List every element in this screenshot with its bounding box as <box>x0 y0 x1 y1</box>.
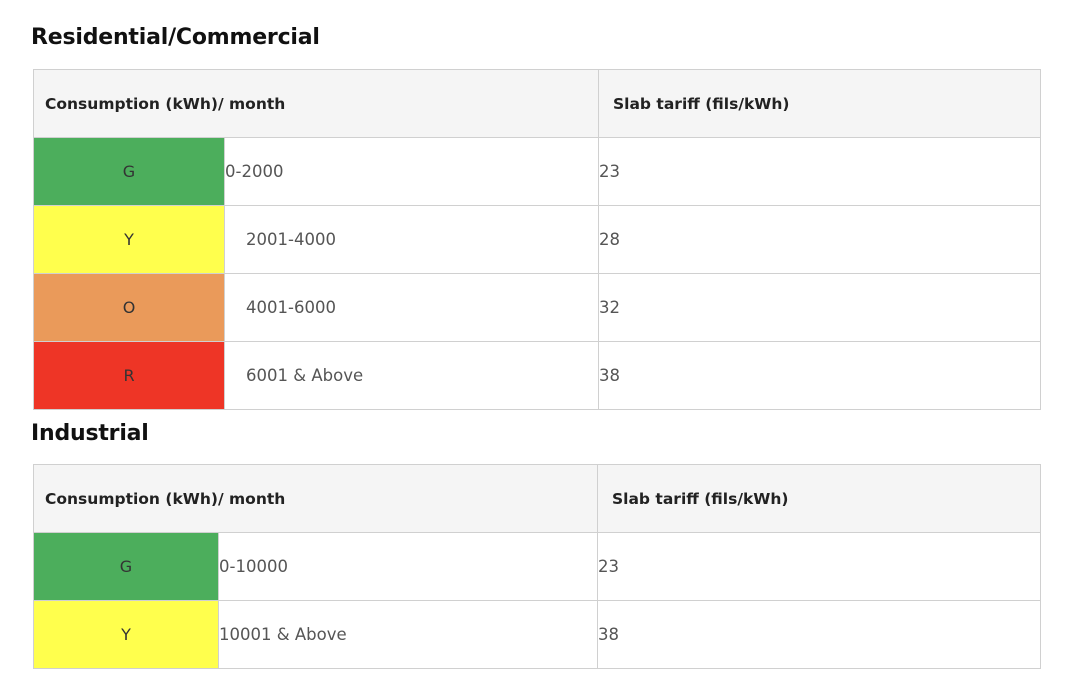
consumption-range-cell: 6001 & Above <box>224 341 599 410</box>
table-row: G 0-10000 23 <box>33 532 1041 601</box>
consumption-column-header: Consumption (kWh)/ month <box>33 69 599 138</box>
tariff-column-header: Slab tariff (fils/kWh) <box>597 464 1041 533</box>
residential-commercial-heading: Residential/Commercial <box>31 25 320 50</box>
table-row: O 4001-6000 32 <box>33 273 1041 342</box>
tariff-rate-cell: 38 <box>597 600 1041 669</box>
consumption-range-cell: 10001 & Above <box>218 600 598 669</box>
tariff-rate-cell: 38 <box>598 341 1041 410</box>
tariff-column-header: Slab tariff (fils/kWh) <box>598 69 1041 138</box>
industrial-heading: Industrial <box>31 421 149 446</box>
industrial-tariff-table: Consumption (kWh)/ month Slab tariff (fi… <box>33 464 1041 669</box>
consumption-range-cell: 0-2000 <box>224 137 599 206</box>
band-r-cell: R <box>33 341 225 410</box>
tariff-rate-cell: 28 <box>598 205 1041 274</box>
table-header-row: Consumption (kWh)/ month Slab tariff (fi… <box>33 464 1041 533</box>
band-g-cell: G <box>33 532 219 601</box>
band-y-cell: Y <box>33 205 225 274</box>
band-y-cell: Y <box>33 600 219 669</box>
table-row: R 6001 & Above 38 <box>33 341 1041 410</box>
tariff-rate-cell: 23 <box>598 137 1041 206</box>
band-o-cell: O <box>33 273 225 342</box>
tariff-rate-cell: 32 <box>598 273 1041 342</box>
consumption-range-cell: 4001-6000 <box>224 273 599 342</box>
table-row: Y 10001 & Above 38 <box>33 600 1041 669</box>
table-row: G 0-2000 23 <box>33 137 1041 206</box>
consumption-column-header: Consumption (kWh)/ month <box>33 464 598 533</box>
residential-tariff-table: Consumption (kWh)/ month Slab tariff (fi… <box>33 69 1041 410</box>
band-g-cell: G <box>33 137 225 206</box>
table-header-row: Consumption (kWh)/ month Slab tariff (fi… <box>33 69 1041 138</box>
tariff-rate-cell: 23 <box>597 532 1041 601</box>
table-row: Y 2001-4000 28 <box>33 205 1041 274</box>
consumption-range-cell: 2001-4000 <box>224 205 599 274</box>
consumption-range-cell: 0-10000 <box>218 532 598 601</box>
